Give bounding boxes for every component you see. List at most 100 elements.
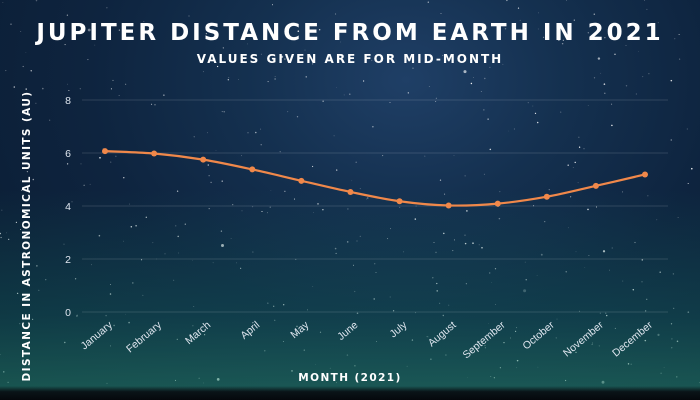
star bbox=[577, 182, 579, 184]
star bbox=[389, 102, 391, 103]
star bbox=[440, 13, 442, 14]
star bbox=[635, 93, 637, 95]
star bbox=[148, 28, 150, 30]
star bbox=[154, 104, 156, 106]
star bbox=[5, 70, 7, 72]
star bbox=[427, 1, 429, 3]
star bbox=[674, 38, 676, 40]
star bbox=[216, 65, 219, 68]
star bbox=[30, 70, 32, 72]
star bbox=[267, 81, 269, 83]
star bbox=[670, 139, 672, 141]
star bbox=[646, 8, 648, 10]
star bbox=[49, 119, 51, 121]
star bbox=[287, 111, 289, 113]
star bbox=[513, 128, 515, 130]
star bbox=[25, 88, 27, 90]
star bbox=[247, 132, 249, 134]
star bbox=[678, 33, 680, 36]
star bbox=[106, 7, 108, 9]
x-axis-label: MONTH (2021) bbox=[298, 372, 402, 384]
data-point-june bbox=[347, 188, 354, 195]
star bbox=[123, 177, 125, 179]
star bbox=[112, 79, 114, 81]
star bbox=[642, 76, 644, 78]
star bbox=[527, 102, 529, 104]
data-point-october bbox=[543, 193, 550, 200]
star bbox=[442, 54, 444, 57]
star bbox=[284, 58, 286, 60]
x-tick-label: April bbox=[238, 319, 262, 342]
star bbox=[32, 178, 35, 181]
star bbox=[241, 155, 242, 157]
star bbox=[102, 147, 104, 149]
star bbox=[508, 130, 509, 132]
star bbox=[464, 175, 466, 177]
x-axis-ticks: January February March April May June July Augu… bbox=[79, 319, 656, 362]
star bbox=[83, 184, 85, 186]
star bbox=[604, 37, 606, 39]
star bbox=[188, 15, 190, 17]
star bbox=[312, 165, 314, 168]
star bbox=[362, 80, 365, 82]
star bbox=[340, 41, 342, 43]
chart-subtitle: VALUES GIVEN ARE FOR MID-MONTH bbox=[196, 52, 504, 66]
star bbox=[68, 90, 70, 91]
star bbox=[336, 86, 338, 88]
star bbox=[143, 21, 145, 22]
star bbox=[502, 63, 504, 65]
star bbox=[587, 105, 589, 106]
distance-series bbox=[102, 148, 648, 209]
star bbox=[691, 167, 693, 170]
star bbox=[336, 169, 338, 171]
star bbox=[10, 23, 12, 25]
star bbox=[260, 128, 262, 130]
star bbox=[238, 79, 239, 80]
star bbox=[524, 33, 525, 35]
star bbox=[407, 92, 409, 94]
star bbox=[13, 86, 16, 88]
series-line bbox=[104, 150, 646, 207]
star bbox=[687, 182, 689, 185]
star bbox=[519, 19, 521, 21]
star bbox=[89, 183, 91, 185]
star bbox=[542, 36, 545, 38]
star bbox=[670, 79, 673, 82]
data-point-november bbox=[592, 182, 599, 189]
star bbox=[504, 28, 507, 30]
star bbox=[644, 0, 646, 1]
star bbox=[567, 164, 569, 166]
star bbox=[473, 77, 474, 78]
star bbox=[25, 51, 27, 53]
x-tick-label: August bbox=[426, 319, 459, 349]
star bbox=[66, 14, 69, 16]
data-point-january bbox=[102, 148, 108, 155]
star bbox=[538, 12, 539, 14]
star bbox=[110, 88, 112, 90]
star bbox=[118, 95, 120, 96]
star bbox=[603, 83, 606, 85]
star bbox=[42, 87, 44, 90]
x-tick-label: February bbox=[124, 319, 164, 356]
y-tick-label: 0 bbox=[65, 307, 71, 319]
star bbox=[349, 93, 351, 95]
star bbox=[600, 72, 602, 74]
star bbox=[578, 136, 580, 138]
star bbox=[532, 105, 534, 107]
star bbox=[611, 103, 613, 105]
star bbox=[280, 55, 284, 58]
star bbox=[87, 28, 91, 32]
star bbox=[202, 71, 204, 73]
star bbox=[487, 118, 489, 120]
y-tick-label: 6 bbox=[65, 148, 71, 160]
star bbox=[22, 65, 24, 68]
y-axis-ticks: 0 2 4 6 8 bbox=[65, 95, 71, 319]
star bbox=[94, 44, 96, 46]
star bbox=[2, 2, 4, 3]
data-point-july bbox=[396, 198, 403, 205]
star bbox=[287, 30, 289, 32]
star bbox=[207, 164, 210, 166]
y-axis-label: DISTANCE IN ASTRONOMICAL UNITS (AU) bbox=[21, 90, 33, 382]
